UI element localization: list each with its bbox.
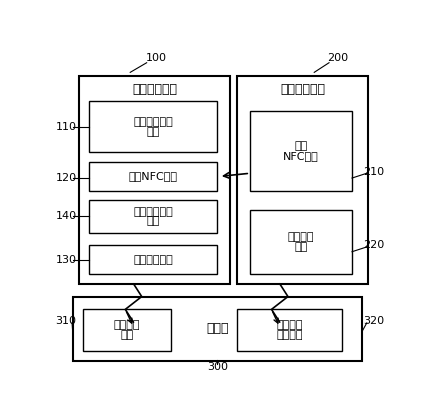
Text: 文件上传: 文件上传: [276, 320, 303, 330]
Text: 请求链接生成: 请求链接生成: [133, 117, 173, 127]
Text: 文件上传模块: 文件上传模块: [133, 255, 173, 265]
Text: 第二移动终端: 第二移动终端: [280, 84, 325, 97]
Text: 模块: 模块: [147, 216, 160, 226]
Bar: [79, 76, 231, 284]
Bar: [237, 76, 368, 284]
Bar: [89, 245, 217, 274]
Text: NFC模块: NFC模块: [283, 151, 319, 161]
Bar: [250, 210, 352, 274]
Text: 目录生成: 目录生成: [114, 320, 140, 330]
Bar: [250, 111, 352, 191]
Text: 300: 300: [207, 362, 228, 372]
Text: 第一移动终端: 第一移动终端: [132, 84, 177, 97]
Text: 310: 310: [55, 316, 76, 326]
Text: 110: 110: [56, 122, 77, 132]
Text: 模块: 模块: [294, 242, 308, 252]
Text: 140: 140: [56, 211, 77, 221]
Text: 120: 120: [56, 173, 77, 183]
Text: 130: 130: [56, 255, 77, 265]
Text: 320: 320: [363, 316, 384, 326]
Bar: [89, 162, 217, 191]
Text: 服务器: 服务器: [206, 322, 229, 335]
Text: 文件请求: 文件请求: [288, 232, 314, 242]
Text: 220: 220: [363, 240, 384, 250]
Bar: [237, 310, 342, 351]
Bar: [89, 101, 217, 152]
Bar: [89, 201, 217, 233]
Text: 模块: 模块: [147, 126, 160, 136]
Text: 100: 100: [146, 53, 167, 63]
Text: 第一NFC模块: 第一NFC模块: [129, 171, 178, 181]
Text: 文件检测对比: 文件检测对比: [133, 207, 173, 217]
Bar: [83, 310, 171, 351]
Text: 模块: 模块: [120, 330, 134, 340]
Bar: [73, 297, 362, 361]
Text: 第二: 第二: [294, 141, 308, 151]
Text: 检测模块: 检测模块: [276, 330, 303, 340]
Text: 200: 200: [326, 53, 348, 63]
Text: 210: 210: [363, 167, 384, 177]
